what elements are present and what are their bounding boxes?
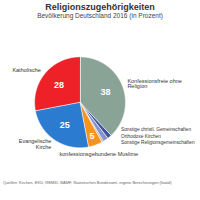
html-text:Religionszugehörigkeiten: Religionszugehörigkeiten	[45, 2, 155, 12]
svg-text:Konfessionsfreie ohneReligion: Konfessionsfreie ohneReligion	[127, 78, 181, 90]
html-text:Bevölkerung Deutschland 2016 (: Bevölkerung Deutschland 2016 (in Prozent…	[37, 12, 163, 19]
svg-text:28: 28	[54, 80, 64, 90]
svg-text:EvangelischeKirche: EvangelischeKirche	[19, 138, 52, 149]
svg-text:Sonstige Religionsgemeinschaft: Sonstige Religionsgemeinschaften	[121, 140, 195, 145]
svg-text:konfessionsgebundene Muslime: konfessionsgebundene Muslime	[60, 151, 139, 157]
svg-text:Katholische: Katholische	[12, 67, 40, 73]
svg-text:Orthodoxe Kirchen: Orthodoxe Kirchen	[121, 133, 161, 138]
svg-text:5: 5	[90, 131, 95, 141]
svg-text:25: 25	[60, 120, 70, 130]
html-text:Quellen: Kirchen, EKD, REMID,: Quellen: Kirchen, EKD, REMID, BAMF, Stat…	[3, 180, 172, 185]
svg-text:Sonstige christl. Gemeinschaft: Sonstige christl. Gemeinschaften	[121, 127, 191, 132]
svg-text:38: 38	[100, 87, 110, 97]
